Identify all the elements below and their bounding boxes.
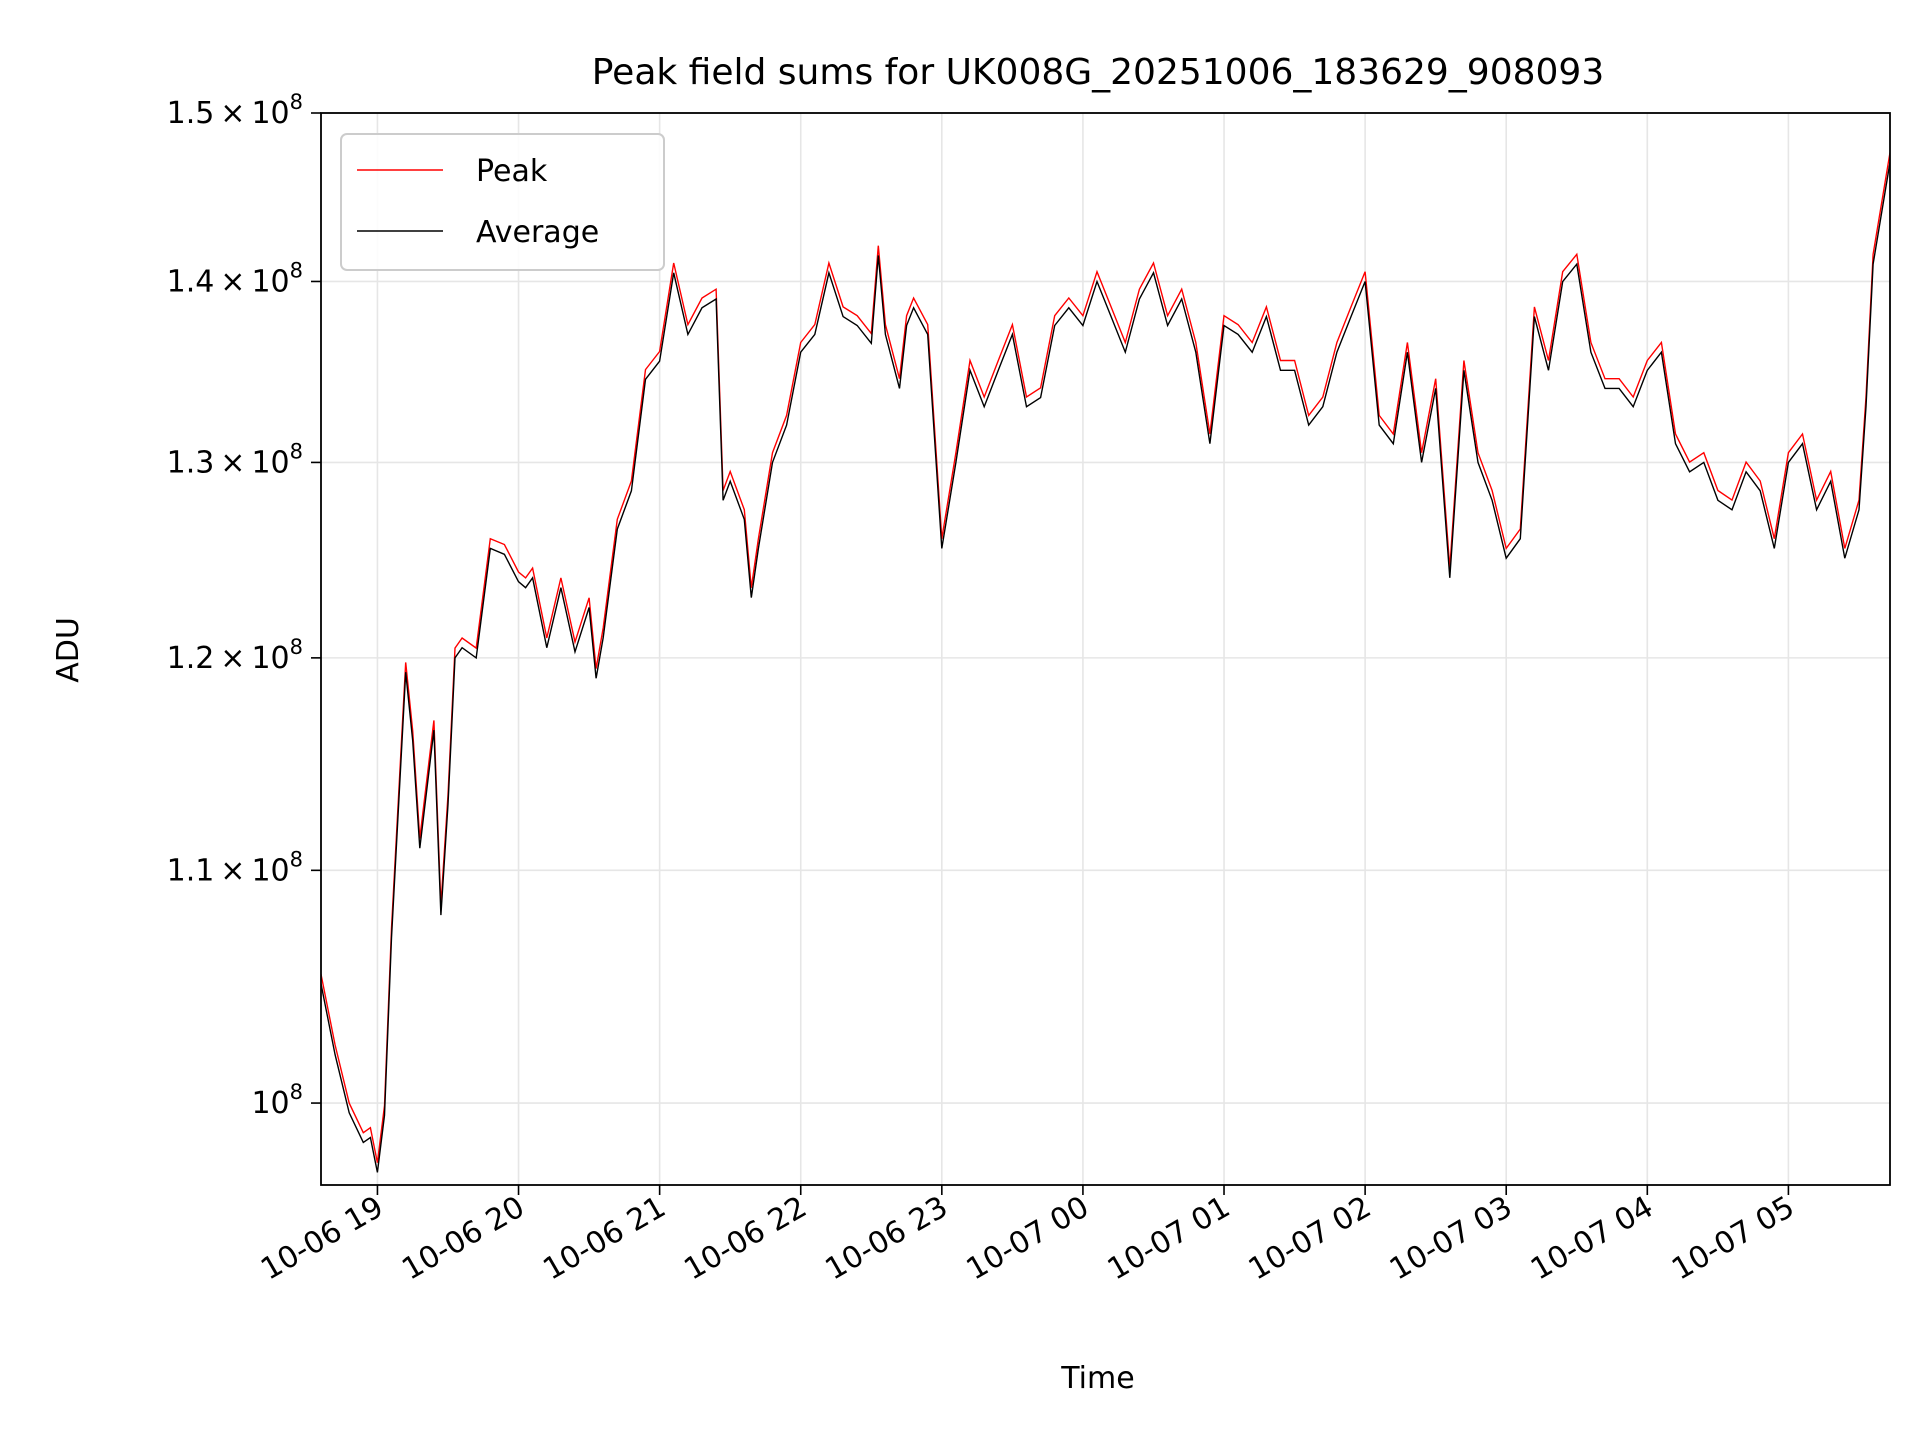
- legend-average-label: Average: [476, 215, 599, 250]
- average-series: [321, 162, 1890, 1173]
- peak-line: [321, 152, 1890, 1163]
- y-tick-label: 1.2 × 108: [167, 635, 303, 676]
- y-tick-label: 1.4 × 108: [167, 258, 303, 299]
- x-axis-label: Time: [1060, 1361, 1134, 1396]
- chart-title: Peak field sums for UK008G_20251006_1836…: [592, 52, 1604, 93]
- y-tick-label: 1.5 × 108: [167, 90, 303, 131]
- y-axis-label: ADU: [51, 617, 86, 683]
- legend-box: [340, 133, 665, 271]
- y-tick-label: 108: [251, 1080, 303, 1121]
- legend: Peak Average: [340, 133, 665, 271]
- y-tick-label: 1.3 × 108: [167, 439, 303, 480]
- legend-peak-label: Peak: [476, 154, 548, 189]
- grid-lines: [321, 112, 1890, 1185]
- y-tick-label: 1.1 × 108: [167, 847, 303, 888]
- average-line: [321, 162, 1890, 1173]
- peak-series: [321, 152, 1890, 1163]
- plot-frame: [320, 112, 1891, 1186]
